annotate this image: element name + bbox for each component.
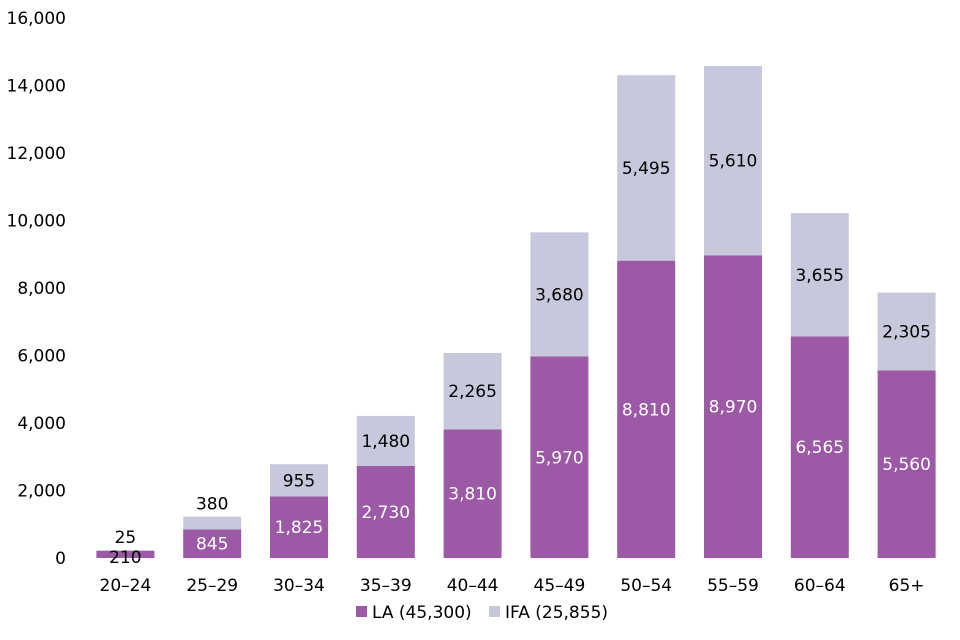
y-tick-label: 2,000	[17, 482, 66, 502]
data-label-ifa: 955	[283, 471, 315, 491]
data-label-ifa: 25	[115, 528, 137, 548]
x-category-label: 40–44	[447, 576, 499, 596]
data-label-ifa: 3,655	[795, 266, 844, 286]
legend-label-ifa: IFA (25,855)	[505, 603, 608, 623]
x-category-label: 25–29	[186, 576, 238, 596]
data-label-la: 5,560	[882, 455, 931, 475]
data-label-ifa: 3,680	[535, 285, 584, 305]
bar-segment-la	[356, 465, 415, 558]
bar-segment-la	[877, 370, 936, 558]
bar-segment-la	[617, 260, 676, 558]
x-category-label: 45–49	[534, 576, 586, 596]
x-category-label: 60–64	[794, 576, 846, 596]
bar-segment-ifa	[443, 352, 502, 430]
x-category-label: 55–59	[707, 576, 759, 596]
bar-segment-ifa	[704, 65, 762, 256]
data-label-la: 2,730	[361, 503, 410, 523]
y-tick-label: 14,000	[7, 77, 66, 97]
y-tick-label: 10,000	[7, 212, 66, 232]
y-tick-label: 0	[55, 549, 66, 569]
bar-segment-ifa	[617, 75, 676, 261]
bar-segment-ifa	[96, 550, 155, 551]
data-label-la: 6,565	[795, 438, 844, 458]
bar-segment-la	[530, 356, 589, 558]
data-label-ifa: 380	[196, 495, 228, 515]
legend-swatch-la	[356, 606, 367, 617]
bar-segment-ifa	[270, 464, 328, 497]
x-category-label: 35–39	[360, 576, 412, 596]
x-category-label: 30–34	[273, 576, 325, 596]
y-tick-label: 6,000	[17, 347, 66, 367]
x-category-label: 20–24	[100, 576, 152, 596]
data-label-la: 1,825	[275, 518, 324, 538]
data-label-ifa: 1,480	[361, 432, 410, 452]
legend-swatch-ifa	[489, 606, 500, 617]
data-label-la: 8,970	[709, 398, 758, 418]
x-category-label: 50–54	[620, 576, 672, 596]
legend-label-la: LA (45,300)	[372, 603, 472, 623]
bar-segment-ifa	[356, 415, 415, 466]
data-label-la: 210	[109, 548, 141, 568]
y-tick-label: 12,000	[7, 144, 66, 164]
y-tick-label: 8,000	[17, 279, 66, 299]
data-label-ifa: 5,495	[622, 159, 671, 179]
bar-segment-la	[443, 429, 502, 558]
data-label-la: 3,810	[448, 485, 497, 505]
bar-segment-la	[96, 550, 155, 558]
bar-segment-ifa	[790, 213, 849, 337]
data-label-ifa: 5,610	[709, 152, 758, 172]
data-label-ifa: 2,305	[882, 322, 931, 342]
y-tick-label: 16,000	[7, 9, 66, 29]
bar-segment-ifa	[530, 232, 589, 357]
x-category-label: 65+	[889, 576, 925, 596]
y-tick-label: 4,000	[17, 414, 66, 434]
bar-segment-la	[704, 255, 762, 558]
bar-segment-la	[183, 529, 242, 558]
data-label-la: 5,970	[535, 448, 584, 468]
data-label-ifa: 2,265	[448, 382, 497, 402]
bar-segment-la	[790, 336, 849, 558]
bar-segment-la	[270, 496, 328, 558]
bar-segment-ifa	[877, 292, 936, 371]
data-label-la: 8,810	[622, 400, 671, 420]
bar-segment-ifa	[183, 516, 242, 530]
data-label-la: 845	[196, 535, 228, 555]
